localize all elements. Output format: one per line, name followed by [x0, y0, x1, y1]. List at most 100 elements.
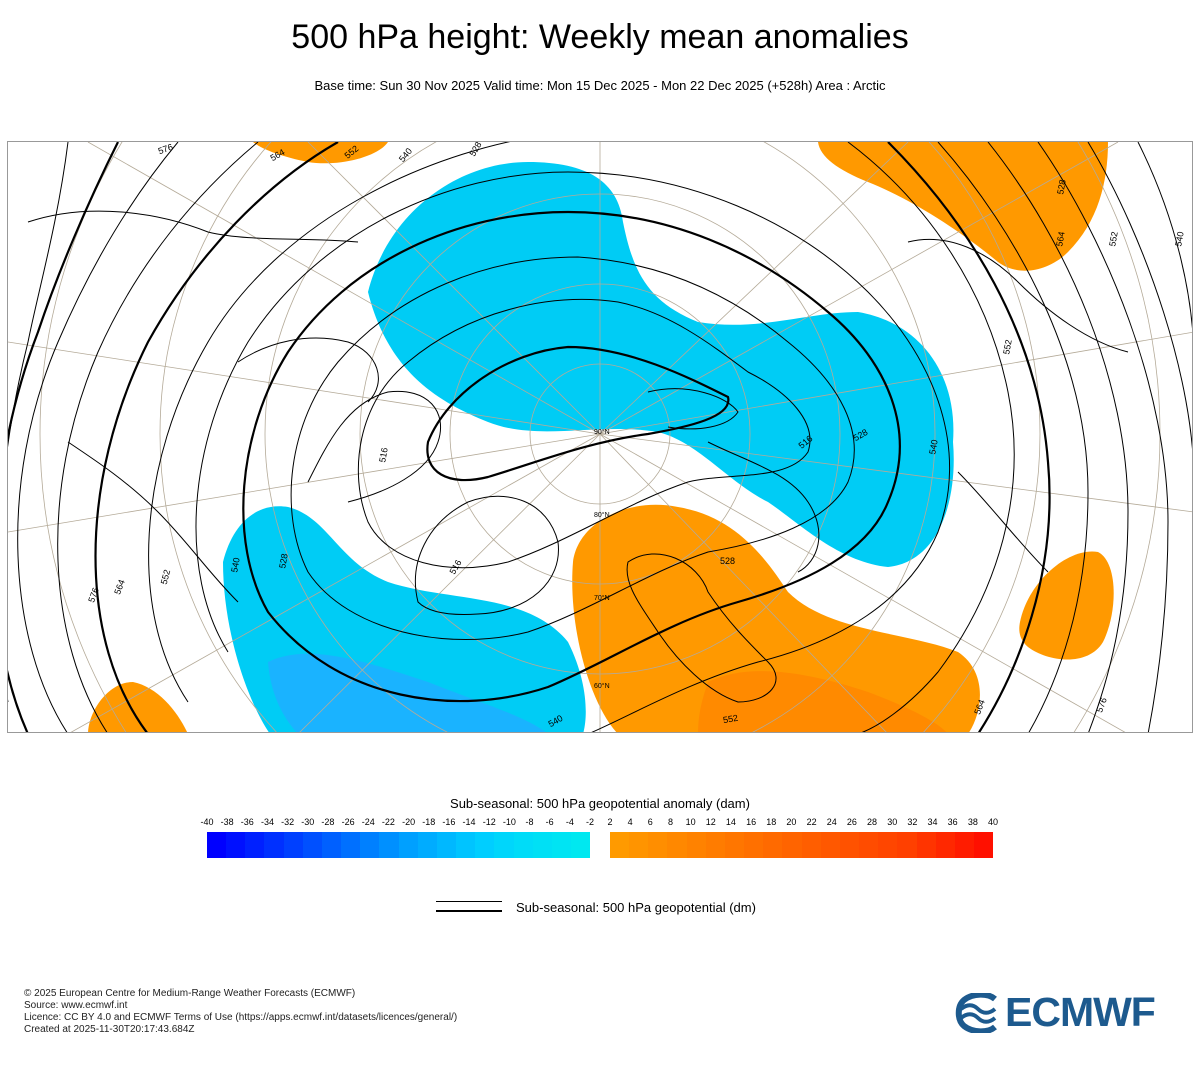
legend-tick-label: -30	[301, 817, 315, 827]
page-title: 500 hPa height: Weekly mean anomalies	[291, 18, 909, 56]
pole-label: 90°N	[594, 429, 610, 436]
colorbar-cell	[724, 832, 745, 858]
contour-line-label: Sub-seasonal: 500 hPa geopotential (dm)	[516, 900, 756, 915]
coastlines	[27, 210, 1129, 703]
legend-tick-label: 16	[746, 817, 757, 827]
contour-label: 516	[377, 446, 390, 464]
legend-tick-label: 6	[647, 817, 653, 827]
contour-label: 528	[851, 426, 870, 444]
legend-tick-label: 22	[806, 817, 817, 827]
colorbar-cell	[648, 832, 668, 858]
contour-label: 564	[1054, 230, 1067, 248]
legend-tick-label: 2	[607, 817, 613, 827]
contour-label: 516	[447, 557, 464, 577]
legend-tick-label: -18	[422, 817, 436, 827]
ecmwf-logo-icon	[955, 993, 997, 1033]
contour-label: 552	[342, 143, 361, 161]
positive-anomaly-siberia	[818, 142, 1108, 271]
contour-label: 540	[546, 712, 565, 730]
legend-tick-label: -28	[321, 817, 335, 827]
legend-tick-label: 38	[967, 817, 978, 827]
legend-tick-label: 8	[667, 817, 673, 827]
legend-tick-label: 20	[786, 817, 797, 827]
colorbar-cell	[513, 832, 533, 858]
negative-anomaly-atlantic-core	[268, 653, 546, 732]
legend-tick-label: 18	[766, 817, 777, 827]
contour-label: 528	[1055, 178, 1068, 196]
legend-tick-label: -36	[240, 817, 254, 827]
created-line: Created at 2025-11-30T20:17:43.684Z	[24, 1024, 195, 1035]
contour-labels: 576 564 552 540 528 516 528 540 552 564 …	[8, 142, 1192, 732]
colorbar-cell	[954, 832, 974, 858]
colorbar-cell	[935, 832, 955, 858]
contour-label: 540	[927, 438, 940, 456]
colorbar-cell	[456, 832, 476, 858]
contour-label: 528	[720, 556, 736, 566]
anomaly-legend-ticks: -40 -38 -36 -34 -32 -30 -28 -26 -24 -22 -20 -18 -16-…	[0, 817, 1200, 831]
legend-tick-label: 40	[987, 817, 999, 827]
licence-line: Licence: CC BY 4.0 and ECMWF Terms of Us…	[24, 1012, 458, 1023]
colorbar-cell	[667, 832, 687, 858]
legend-tick-label: 28	[867, 817, 878, 827]
contour-label: 576	[1094, 696, 1109, 714]
colorbar-cell	[686, 832, 706, 858]
colorbar-cell	[705, 832, 725, 858]
legend-tick-label: -16	[442, 817, 456, 827]
copyright-line: © 2025 European Centre for Medium-Range …	[24, 988, 356, 999]
legend-tick-label: -24	[361, 817, 375, 827]
legend-tick-label: 30	[887, 817, 898, 827]
legend-tick-label: -6	[545, 817, 554, 827]
ecmwf-logo: ECMWF	[955, 989, 1180, 1035]
legend-tick-label: -34	[260, 817, 274, 827]
colorbar-cell	[207, 832, 227, 858]
colorbar-cell	[475, 832, 495, 858]
colorbar-cell	[744, 832, 764, 858]
colorbar-cell	[379, 832, 399, 858]
legend-tick-label: 12	[705, 817, 716, 827]
colorbar-cell	[551, 832, 571, 858]
latitude-label: 80°N	[594, 512, 610, 519]
contour-label: 564	[112, 578, 127, 596]
contour-label: 564	[972, 698, 987, 716]
legend-tick-label: -38	[220, 817, 234, 827]
colorbar-cell	[820, 832, 840, 858]
contour-line-legend: Sub-seasonal: 500 hPa geopotential (dm)	[436, 898, 916, 918]
colorbar-cell	[782, 832, 802, 858]
legend-tick-label: 34	[927, 817, 938, 827]
contour-label: 552	[1001, 338, 1014, 356]
ecmwf-logo-text: ECMWF	[1005, 989, 1156, 1035]
positive-anomaly-europe-core	[698, 671, 947, 732]
legend-tick-label: 24	[826, 817, 837, 827]
graticule	[8, 142, 1192, 732]
legend-tick-label: 36	[947, 817, 958, 827]
contour-label: 552	[1107, 230, 1120, 248]
colorbar-cell	[629, 832, 649, 858]
legend-tick-label: -20	[402, 817, 416, 827]
contour-label: 528	[467, 141, 484, 159]
colorbar-cell	[264, 832, 284, 858]
colorbar-cell	[839, 832, 860, 858]
legend-tick-label: -40	[200, 817, 214, 827]
positive-anomalies	[88, 142, 1114, 732]
legend-tick-label: -14	[462, 817, 476, 827]
legend-tick-label: -22	[381, 817, 395, 827]
legend-tick-label: -4	[565, 817, 574, 827]
legend-tick-label: 14	[725, 817, 736, 827]
contour-label: 564	[268, 146, 287, 164]
colorbar-cell	[532, 832, 552, 858]
legend-tick-label: 4	[627, 817, 633, 827]
positive-anomaly-europe	[572, 504, 980, 732]
map-canvas	[8, 142, 1192, 732]
legend-tick-label: -32	[281, 817, 295, 827]
positive-colorbar	[610, 832, 994, 858]
legend-tick-label: -12	[482, 817, 496, 827]
colorbar-cell	[494, 832, 514, 858]
source-line: Source: www.ecmwf.int	[24, 1000, 128, 1011]
colorbar-cell	[321, 832, 342, 858]
colorbar-cell	[283, 832, 303, 858]
credits: © 2025 European Centre for Medium-Range …	[24, 988, 457, 1036]
geopotential-contours	[8, 142, 1192, 732]
thick-line-sample	[436, 910, 502, 912]
contour-label: 528	[277, 552, 290, 570]
colorbar-cell	[763, 832, 783, 858]
